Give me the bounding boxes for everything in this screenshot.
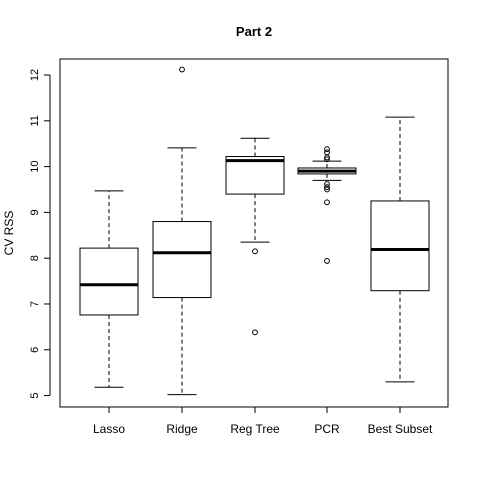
outlier-point xyxy=(324,258,330,264)
y-tick-label: 9 xyxy=(29,209,41,215)
outlier-point xyxy=(324,146,330,153)
outlier-point xyxy=(324,199,330,206)
outlier-point xyxy=(324,186,330,193)
outlier-point xyxy=(324,181,330,187)
chart-title: Part 2 xyxy=(236,24,272,39)
boxes-layer xyxy=(79,66,430,396)
outlier-point xyxy=(324,156,330,163)
box-ridge xyxy=(152,66,212,396)
iqr-box xyxy=(225,156,285,195)
outlier-point xyxy=(324,184,330,191)
y-tick-label: 6 xyxy=(29,347,41,353)
y-axis-label: CV RSS xyxy=(2,211,16,256)
y-tick-label: 7 xyxy=(29,301,41,307)
y-tick-label: 12 xyxy=(29,69,41,81)
y-tick-label: 10 xyxy=(29,160,41,172)
y-tick-label: 11 xyxy=(29,115,41,126)
outlier-point xyxy=(252,248,258,255)
y-tick-label: 8 xyxy=(29,255,41,261)
box-lasso xyxy=(79,190,139,388)
x-tick-label: Reg Tree xyxy=(230,422,280,436)
x-tick-label: Lasso xyxy=(93,422,125,436)
x-axis: Lasso Ridge Reg Tree PCR Best Subset xyxy=(93,406,433,436)
outlier-point xyxy=(324,149,330,156)
x-tick-label: Best Subset xyxy=(368,422,433,436)
x-tick-label: Ridge xyxy=(166,422,198,436)
outlier-point xyxy=(324,154,330,161)
box-best-subset xyxy=(370,116,430,383)
box-pcr xyxy=(297,146,357,264)
box-reg-tree xyxy=(225,137,285,336)
iqr-box xyxy=(79,247,139,316)
y-tick-label: 5 xyxy=(29,392,41,398)
iqr-box xyxy=(152,221,212,299)
iqr-box xyxy=(370,200,430,292)
outlier-point xyxy=(179,66,185,73)
y-axis: 5 6 7 8 9 10 11 12 xyxy=(29,69,51,399)
outlier-point xyxy=(252,329,258,336)
x-tick-label: PCR xyxy=(314,422,340,436)
